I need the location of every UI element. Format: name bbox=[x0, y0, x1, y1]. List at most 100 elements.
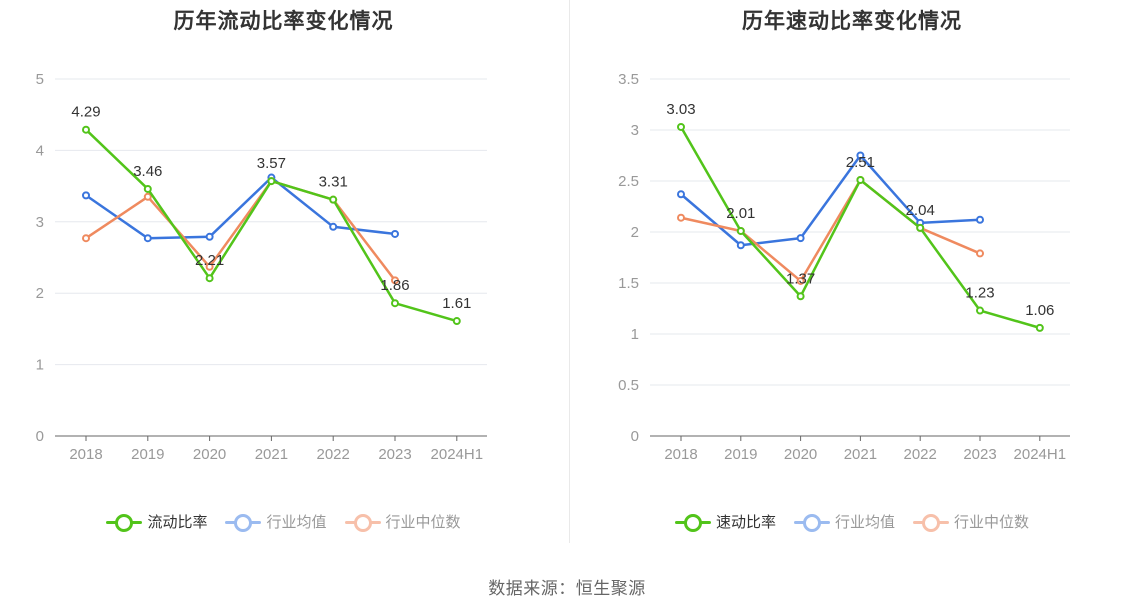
series-line bbox=[679, 178, 982, 283]
data-point bbox=[1035, 323, 1044, 332]
data-point bbox=[143, 234, 152, 243]
data-point bbox=[205, 274, 214, 283]
data-point bbox=[82, 234, 90, 243]
legend-item-quick-ratio[interactable]: 速动比率 bbox=[674, 511, 776, 532]
x-tick-label: 2022 bbox=[317, 446, 350, 463]
x-tick-label: 2020 bbox=[193, 446, 226, 463]
y-tick-label: 5 bbox=[36, 71, 44, 88]
y-tick-label: 1 bbox=[36, 357, 44, 374]
data-point bbox=[677, 190, 685, 199]
legend-item-industry-median[interactable]: 行业中位数 bbox=[344, 511, 461, 532]
legend-label: 行业均值 bbox=[834, 514, 895, 531]
data-point bbox=[143, 192, 152, 201]
data-point bbox=[736, 226, 745, 235]
series-line bbox=[84, 176, 397, 240]
data-point bbox=[736, 241, 745, 250]
legend-marker-icon bbox=[106, 512, 143, 532]
y-tick-label: 3 bbox=[631, 122, 639, 139]
data-point bbox=[205, 262, 214, 271]
series-line bbox=[84, 179, 397, 282]
data-point bbox=[916, 223, 925, 232]
y-tick-label: 1.5 bbox=[618, 275, 639, 292]
data-point bbox=[391, 299, 399, 308]
legend-marker-icon bbox=[793, 512, 830, 532]
data-label: 2.51 bbox=[846, 154, 875, 171]
y-tick-label: 2 bbox=[36, 285, 44, 302]
x-tick-label: 2024H1 bbox=[431, 446, 484, 463]
right-chart-panel: 历年速动比率变化情况 0 0.5 1 1.5 2 2.5 3 3.5 2018 2019 2020 2… bbox=[570, 0, 1134, 545]
data-label: 2.01 bbox=[726, 205, 755, 222]
legend-marker-icon bbox=[913, 512, 949, 532]
data-point bbox=[205, 232, 214, 241]
data-point bbox=[796, 292, 805, 301]
y-tick-label: 3 bbox=[36, 214, 44, 231]
chart-legend: 速动比率 行业均值 行业中位数 bbox=[570, 511, 1134, 532]
x-tick-label: 2018 bbox=[69, 446, 102, 463]
data-label: 2.04 bbox=[906, 202, 935, 219]
left-chart-panel: 历年流动比率变化情况 0 1 2 3 4 5 2018 2019 2020 2021 2022 202… bbox=[0, 0, 567, 545]
x-tick-label: 2022 bbox=[904, 446, 937, 463]
y-tick-label: 4 bbox=[36, 142, 44, 159]
y-tick-label: 2.5 bbox=[618, 173, 639, 190]
data-point bbox=[976, 215, 984, 224]
data-label: 4.29 bbox=[71, 104, 100, 121]
data-point bbox=[82, 125, 90, 134]
legend-label: 流动比率 bbox=[147, 514, 208, 531]
y-tick-label: 2 bbox=[631, 224, 639, 241]
current-ratio-chart: 0 1 2 3 4 5 2018 2019 2020 2021 2022 2023 2024H1 4.29… bbox=[36, 71, 487, 463]
y-tick-label: 0 bbox=[631, 428, 639, 445]
data-point bbox=[329, 222, 338, 231]
data-label: 1.61 bbox=[442, 295, 471, 312]
data-label: 3.03 bbox=[666, 101, 695, 118]
legend-item-industry-median[interactable]: 行业中位数 bbox=[913, 511, 1029, 532]
x-tick-label: 2021 bbox=[844, 446, 877, 463]
x-tick-label: 2019 bbox=[131, 446, 164, 463]
series-line bbox=[679, 154, 982, 247]
data-point bbox=[677, 122, 685, 131]
x-tick-label: 2019 bbox=[724, 446, 757, 463]
data-point bbox=[267, 177, 276, 186]
legend-label: 行业均值 bbox=[266, 514, 327, 531]
data-source-note: 数据来源：恒生聚源 bbox=[488, 579, 646, 598]
data-label: 1.23 bbox=[965, 285, 994, 302]
data-label: 3.57 bbox=[257, 155, 286, 172]
legend-label: 速动比率 bbox=[715, 514, 776, 531]
data-label: 1.37 bbox=[786, 270, 815, 287]
legend-item-industry-mean[interactable]: 行业均值 bbox=[793, 511, 895, 532]
data-point bbox=[677, 213, 685, 222]
data-label: 3.46 bbox=[133, 163, 162, 180]
data-label: 3.31 bbox=[319, 174, 348, 191]
x-tick-label: 2023 bbox=[378, 446, 411, 463]
legend-marker-icon bbox=[225, 512, 262, 532]
data-point bbox=[391, 229, 399, 238]
chart-title: 历年速动比率变化情况 bbox=[742, 10, 962, 33]
legend-label: 行业中位数 bbox=[385, 514, 461, 531]
data-point bbox=[391, 276, 399, 285]
y-tick-label: 1 bbox=[631, 326, 639, 343]
data-label: 1.86 bbox=[380, 277, 409, 294]
chart-title: 历年流动比率变化情况 bbox=[173, 10, 394, 33]
data-label: 2.21 bbox=[195, 252, 224, 269]
quick-ratio-chart: 0 0.5 1 1.5 2 2.5 3 3.5 2018 2019 2020 2021 2022 2023… bbox=[618, 71, 1070, 463]
data-point bbox=[796, 234, 805, 243]
data-point bbox=[329, 195, 338, 204]
y-tick-label: 0 bbox=[36, 428, 44, 445]
data-point bbox=[452, 317, 461, 326]
data-point bbox=[976, 306, 984, 315]
y-tick-label: 0.5 bbox=[618, 377, 639, 394]
y-tick-label: 3.5 bbox=[618, 71, 639, 88]
x-tick-label: 2020 bbox=[784, 446, 817, 463]
legend-item-current-ratio[interactable]: 流动比率 bbox=[106, 511, 207, 532]
data-point bbox=[143, 184, 152, 193]
x-tick-label: 2024H1 bbox=[1014, 446, 1067, 463]
legend-item-industry-mean[interactable]: 行业均值 bbox=[225, 511, 327, 532]
x-tick-label: 2018 bbox=[664, 446, 697, 463]
data-point bbox=[976, 249, 984, 258]
x-tick-label: 2023 bbox=[963, 446, 996, 463]
legend-label: 行业中位数 bbox=[954, 514, 1030, 531]
data-point bbox=[82, 191, 90, 200]
legend-marker-icon bbox=[674, 512, 711, 532]
legend-marker-icon bbox=[344, 512, 381, 532]
x-tick-label: 2021 bbox=[255, 446, 288, 463]
data-label: 1.06 bbox=[1025, 302, 1054, 319]
